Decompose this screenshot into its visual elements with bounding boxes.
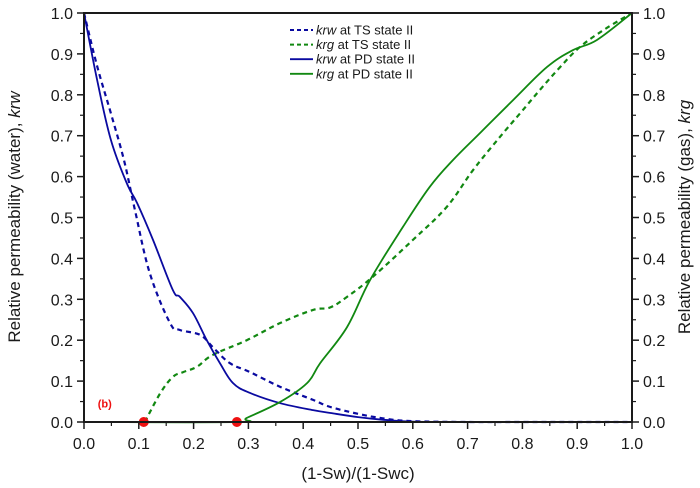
left-y-axis-title-italic: krw xyxy=(5,90,24,118)
legend-label: krg at TS state II xyxy=(316,37,411,52)
right-y-axis-title-italic: krg xyxy=(675,99,694,123)
right-y-axis-title-prefix: Relative permeability (gas), xyxy=(675,123,694,334)
right-y-tick-label: 0.8 xyxy=(643,88,665,105)
legend-label: krg at PD state II xyxy=(316,66,413,81)
right-y-axis-title: Relative permeability (gas), krg xyxy=(675,99,694,334)
left-y-tick-label: 0.4 xyxy=(51,251,73,268)
x-tick-label: 0.4 xyxy=(292,436,314,453)
left-y-tick-label: 0.2 xyxy=(51,333,73,350)
legend-label-rest: at PD state II xyxy=(334,66,413,81)
right-y-tick-label: 0.2 xyxy=(643,333,665,350)
x-tick-label: 0.5 xyxy=(347,436,369,453)
legend-label-rest: at TS state II xyxy=(334,37,411,52)
legend-entry: krw at PD state II xyxy=(290,52,415,67)
left-y-tick-label: 1.0 xyxy=(51,6,73,23)
x-tick-label: 0.1 xyxy=(128,436,150,453)
left-y-tick-label: 0.1 xyxy=(51,374,73,391)
legend-label-italic: krg xyxy=(316,37,335,52)
right-y-tick-label: 0.7 xyxy=(643,129,665,146)
right-y-tick-label: 0.1 xyxy=(643,374,665,391)
left-y-tick-label: 0.5 xyxy=(51,211,73,228)
right-y-tick-label: 0.9 xyxy=(643,47,665,64)
axes-layer xyxy=(77,12,639,429)
left-y-tick-label: 0.7 xyxy=(51,129,73,146)
legend-label-italic: krg xyxy=(316,66,335,81)
legend-entry: krw at TS state II xyxy=(290,23,413,38)
legend-label-italic: krw xyxy=(316,52,338,67)
series-line-krg-at-pd-state-ii xyxy=(83,12,633,424)
x-tick-label: 0.9 xyxy=(566,436,588,453)
legend-label-italic: krw xyxy=(316,23,338,38)
left-y-axis-title: Relative permeability (water), krw xyxy=(5,90,24,343)
x-tick-label: 0.3 xyxy=(237,436,259,453)
right-y-tick-label: 0.0 xyxy=(643,415,665,432)
legend-entry: krg at PD state II xyxy=(290,66,413,81)
tick-label-layer: 0.0 0.1 0.2 0.3 0.4 0.5 0.6 0.7 0.8 0.9 1.00.0 0.00… xyxy=(51,6,666,453)
x-tick-label: 0.0 xyxy=(73,436,95,453)
x-axis-title: (1-Sw)/(1-Swc) xyxy=(301,464,414,483)
right-y-tick-label: 1.0 xyxy=(643,6,665,23)
legend-entry: krg at TS state II xyxy=(290,37,411,52)
x-tick-label: 0.7 xyxy=(456,436,478,453)
panel-label: (b) xyxy=(98,399,112,411)
right-y-tick-label: 0.4 xyxy=(643,251,665,268)
left-y-axis-title-prefix: Relative permeability (water), xyxy=(5,118,24,343)
x-tick-label: 1.0 xyxy=(621,436,643,453)
x-tick-label: 0.6 xyxy=(402,436,424,453)
legend-label: krw at PD state II xyxy=(316,52,415,67)
legend-label-rest: at TS state II xyxy=(336,23,413,38)
x-tick-label: 0.2 xyxy=(182,436,204,453)
left-y-tick-label: 0.9 xyxy=(51,47,73,64)
left-y-tick-label: 0.0 xyxy=(51,415,73,432)
left-y-tick-label: 0.6 xyxy=(51,170,73,187)
left-y-tick-label: 0.3 xyxy=(51,292,73,309)
right-y-tick-label: 0.6 xyxy=(643,170,665,187)
x-tick-label: 0.8 xyxy=(511,436,533,453)
legend-label-rest: at PD state II xyxy=(336,52,415,67)
right-y-tick-label: 0.5 xyxy=(643,211,665,228)
left-y-tick-label: 0.8 xyxy=(51,88,73,105)
right-y-tick-label: 0.3 xyxy=(643,292,665,309)
legend-label: krw at TS state II xyxy=(316,23,413,38)
